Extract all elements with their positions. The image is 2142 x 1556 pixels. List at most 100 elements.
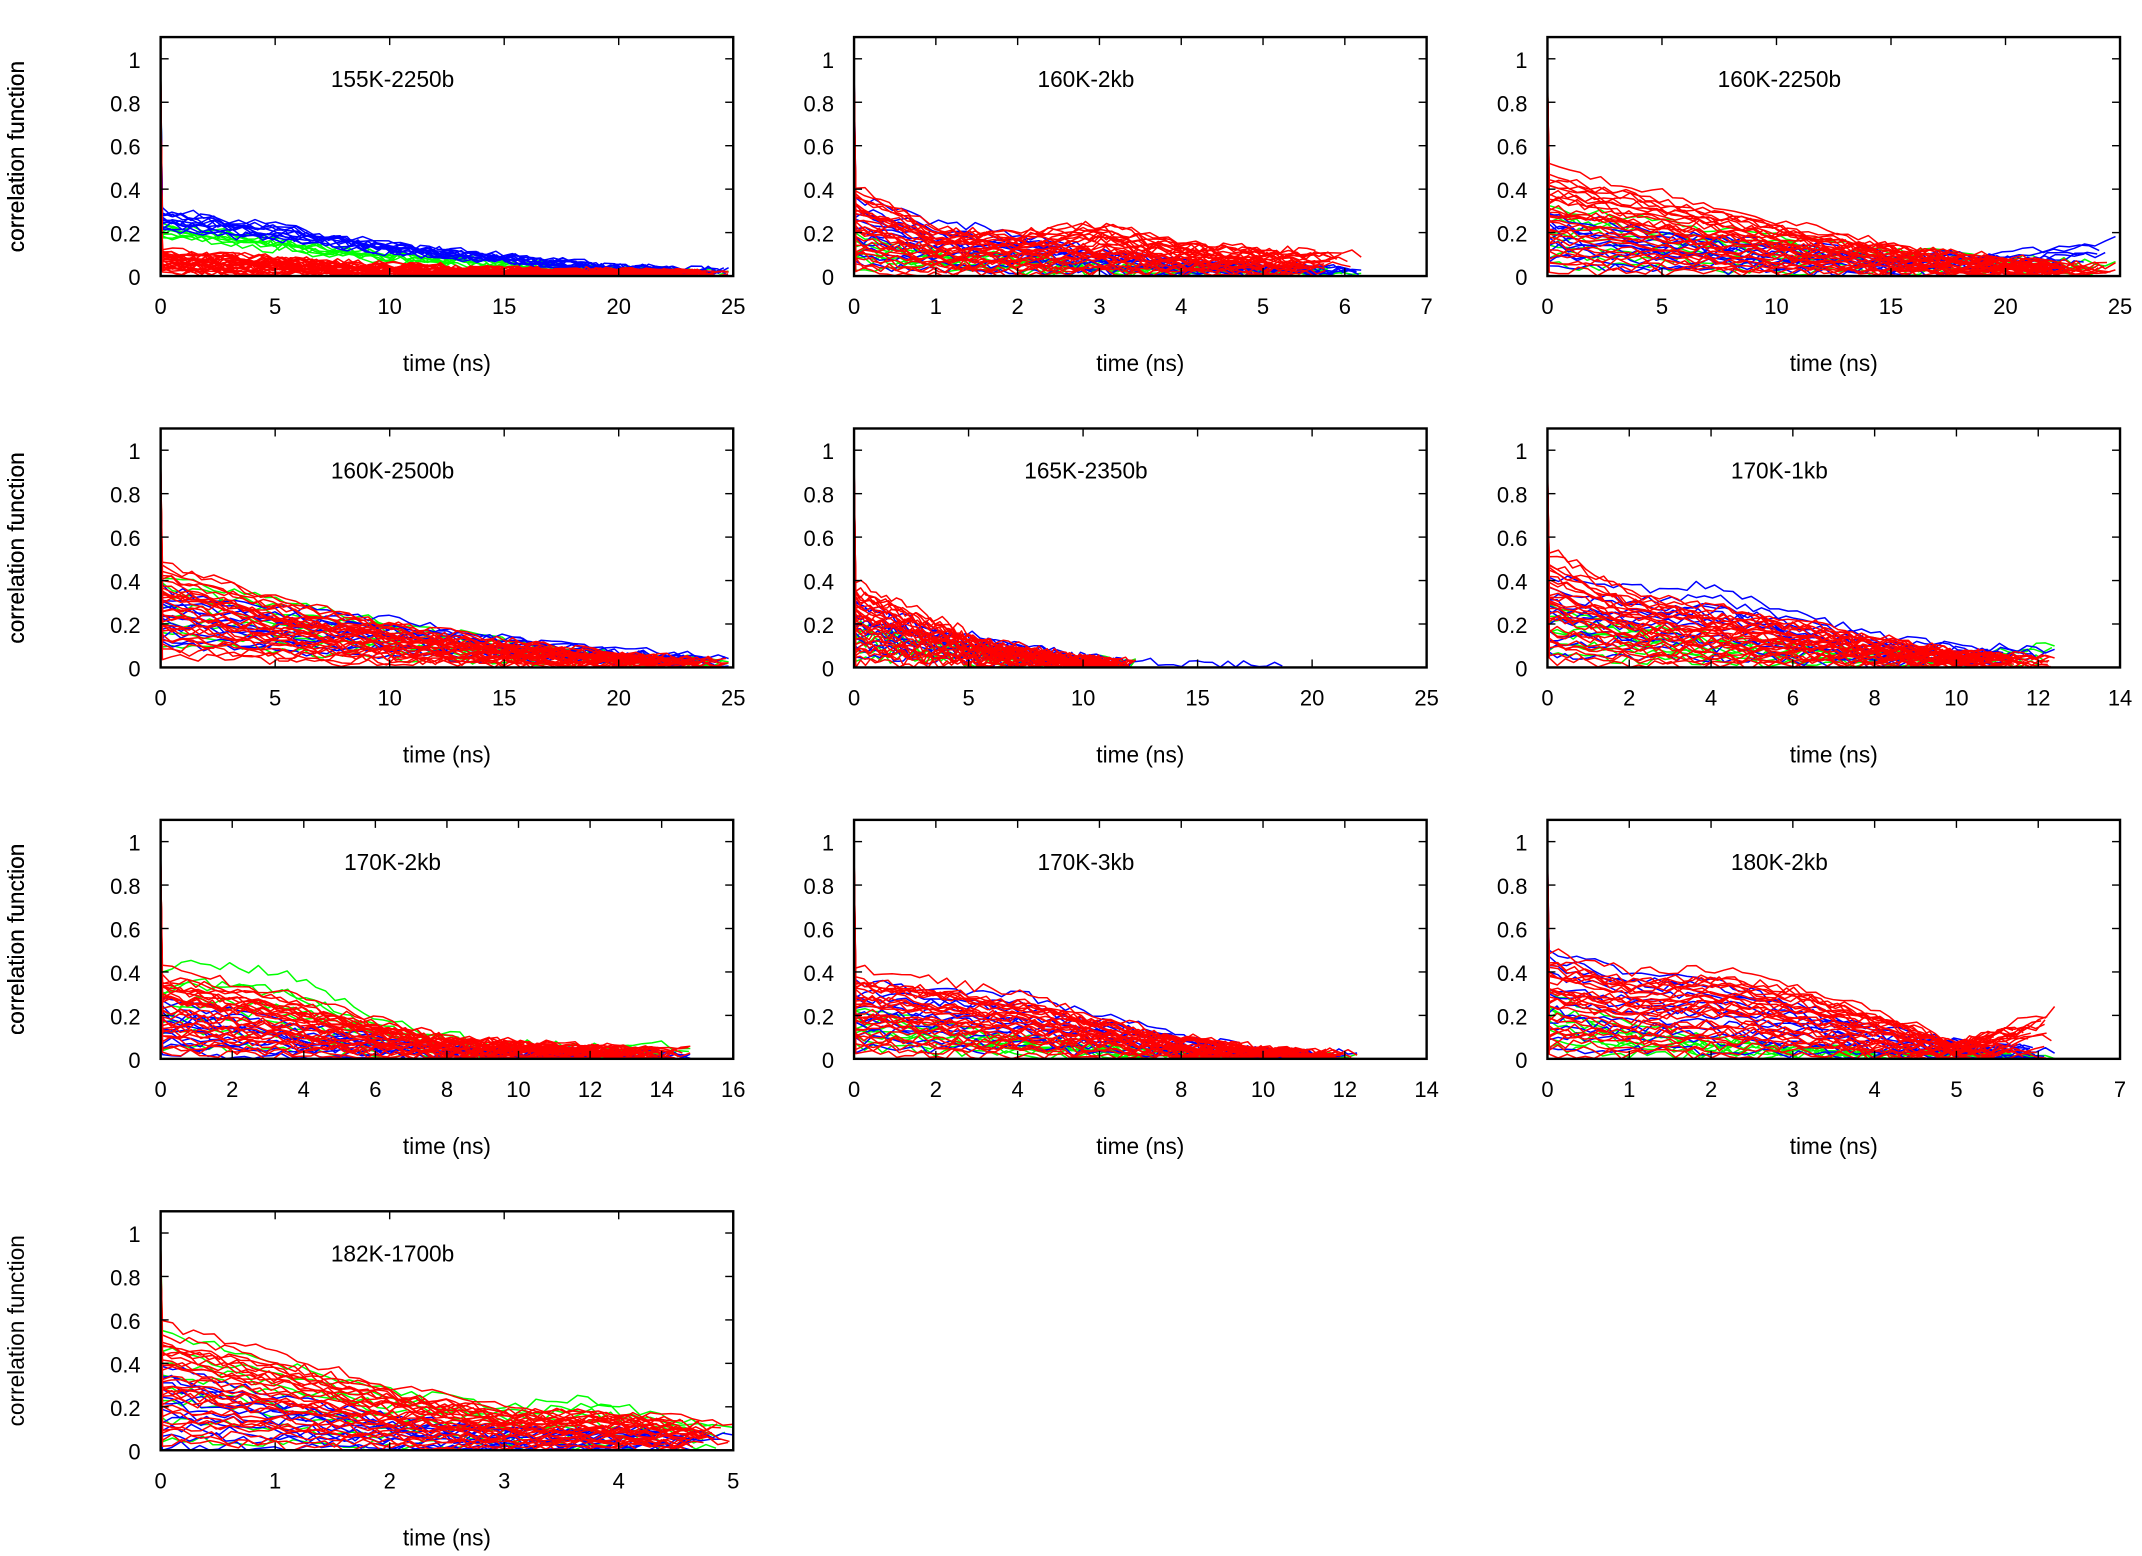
y-tick-label: 1: [128, 831, 140, 856]
x-tick-label: 12: [2026, 685, 2050, 710]
series-green-line: [160, 85, 721, 276]
series-red-line: [160, 502, 657, 668]
series-red-line: [160, 510, 722, 668]
x-tick-label: 10: [1944, 685, 1968, 710]
x-tick-label: 2: [1012, 294, 1024, 319]
panel-title: 160K-2500b: [331, 457, 454, 483]
x-tick-label: 2: [1623, 685, 1635, 710]
panel-title: 180K-2kb: [1731, 849, 1828, 875]
series-lines: [854, 853, 1358, 1059]
series-red-line: [1547, 501, 2002, 667]
x-axis-label: time (ns): [1790, 741, 1878, 767]
series-red-line: [1547, 472, 1988, 662]
y-tick-label: 1: [128, 1222, 140, 1247]
y-tick-label: 0.6: [110, 918, 141, 943]
x-tick-label: 16: [721, 1077, 745, 1102]
series-blue-line: [160, 884, 683, 1059]
x-tick-label: 0: [155, 685, 167, 710]
x-tick-label: 7: [1421, 294, 1433, 319]
y-tick-label: 0: [128, 265, 140, 290]
series-red-line: [160, 1264, 710, 1432]
x-tick-label: 4: [613, 1468, 625, 1493]
series-lines: [854, 71, 1362, 277]
series-red-line: [1547, 866, 2025, 1059]
x-tick-label: 10: [377, 294, 401, 319]
series-red-line: [160, 465, 647, 668]
x-tick-label: 7: [2114, 1077, 2126, 1102]
y-tick-label: 0: [1515, 1048, 1527, 1073]
x-axis-label: time (ns): [403, 741, 491, 767]
series-lines: [160, 461, 729, 668]
x-tick-label: 6: [1339, 294, 1351, 319]
series-lines: [160, 71, 729, 277]
series-blue-line: [160, 79, 647, 274]
series-red-line: [854, 71, 1329, 259]
series-red-line: [1547, 895, 2031, 1047]
y-tick-label: 0.4: [804, 961, 835, 986]
series-red-line: [1547, 889, 2056, 1046]
series-green-line: [160, 77, 703, 277]
y-tick-label: 0.4: [110, 961, 141, 986]
y-axis-label: correlation function: [3, 61, 29, 252]
series-lines: [1547, 461, 2055, 668]
x-tick-label: 0: [1541, 294, 1553, 319]
y-tick-label: 0.8: [1497, 483, 1528, 508]
plot-frame: [159, 35, 735, 278]
y-axis-label: correlation function: [3, 61, 29, 252]
y-tick-label: 0: [822, 265, 834, 290]
x-tick-label: 5: [269, 685, 281, 710]
x-tick-label: 3: [1093, 294, 1105, 319]
series-red-line: [1547, 879, 1996, 1059]
y-tick-label: 0: [822, 1048, 834, 1073]
plot-frame: [852, 818, 1428, 1061]
plot-frame: [852, 35, 1428, 278]
y-tick-label: 0: [1515, 656, 1527, 681]
x-tick-label: 20: [606, 294, 630, 319]
x-tick-label: 0: [155, 1077, 167, 1102]
panel-title: 160K-2kb: [1037, 66, 1134, 92]
x-tick-label: 4: [1175, 294, 1187, 319]
series-red-line: [854, 885, 1335, 1059]
plot-frame: [1546, 35, 2122, 278]
y-tick-label: 0.2: [804, 1004, 835, 1029]
series-red-line: [854, 853, 1341, 1059]
series-blue-line: [160, 90, 694, 273]
x-axis-label: time (ns): [403, 350, 491, 376]
series-red-line: [854, 858, 1300, 1054]
plot-frame: [159, 427, 735, 669]
series-red-line: [1547, 484, 2051, 668]
y-axis-label: correlation function: [3, 61, 29, 252]
series-green-line: [1547, 463, 1989, 661]
series-red-line: [160, 904, 621, 1055]
x-tick-label: 4: [1012, 1077, 1024, 1102]
x-axis-label: time (ns): [403, 1524, 491, 1550]
x-tick-label: 6: [369, 1077, 381, 1102]
x-tick-label: 25: [2108, 294, 2132, 319]
series-lines: [160, 1244, 734, 1451]
x-tick-label: 10: [1251, 1077, 1275, 1102]
x-tick-label: 8: [1869, 685, 1881, 710]
x-tick-label: 6: [2032, 1077, 2044, 1102]
series-blue-line: [160, 882, 691, 1059]
series-lines: [1547, 70, 2116, 277]
panel-1: 0 5 10 15 20 25 0 0.2 0.4 0.6 0.8 1 155K-2250b time (…: [3, 35, 745, 376]
panel-title: 155K-2250b: [331, 66, 454, 92]
plot-frame: [1546, 818, 2122, 1061]
series-red-line: [1547, 104, 2043, 269]
y-axis-label: correlation function: [3, 452, 29, 643]
panel-2: 0 1 2 3 4 5 6 7 0 0.2 0.4 0.6 0.8 1 160K-2kb time (ns) c…: [3, 35, 1433, 376]
x-tick-label: 3: [498, 1468, 510, 1493]
plot-frame: [1546, 427, 2122, 669]
x-tick-label: 14: [649, 1077, 673, 1102]
series-red-line: [854, 464, 1109, 665]
y-tick-label: 1: [1515, 439, 1527, 464]
x-tick-label: 5: [1257, 294, 1269, 319]
y-tick-label: 0: [128, 656, 140, 681]
x-axis-label: time (ns): [1790, 350, 1878, 376]
panel-title: 170K-3kb: [1037, 849, 1134, 875]
series-blue-line: [1547, 869, 2039, 1059]
series-red-line: [1547, 514, 1980, 657]
y-tick-label: 1: [128, 439, 140, 464]
series-red-line: [160, 73, 698, 277]
